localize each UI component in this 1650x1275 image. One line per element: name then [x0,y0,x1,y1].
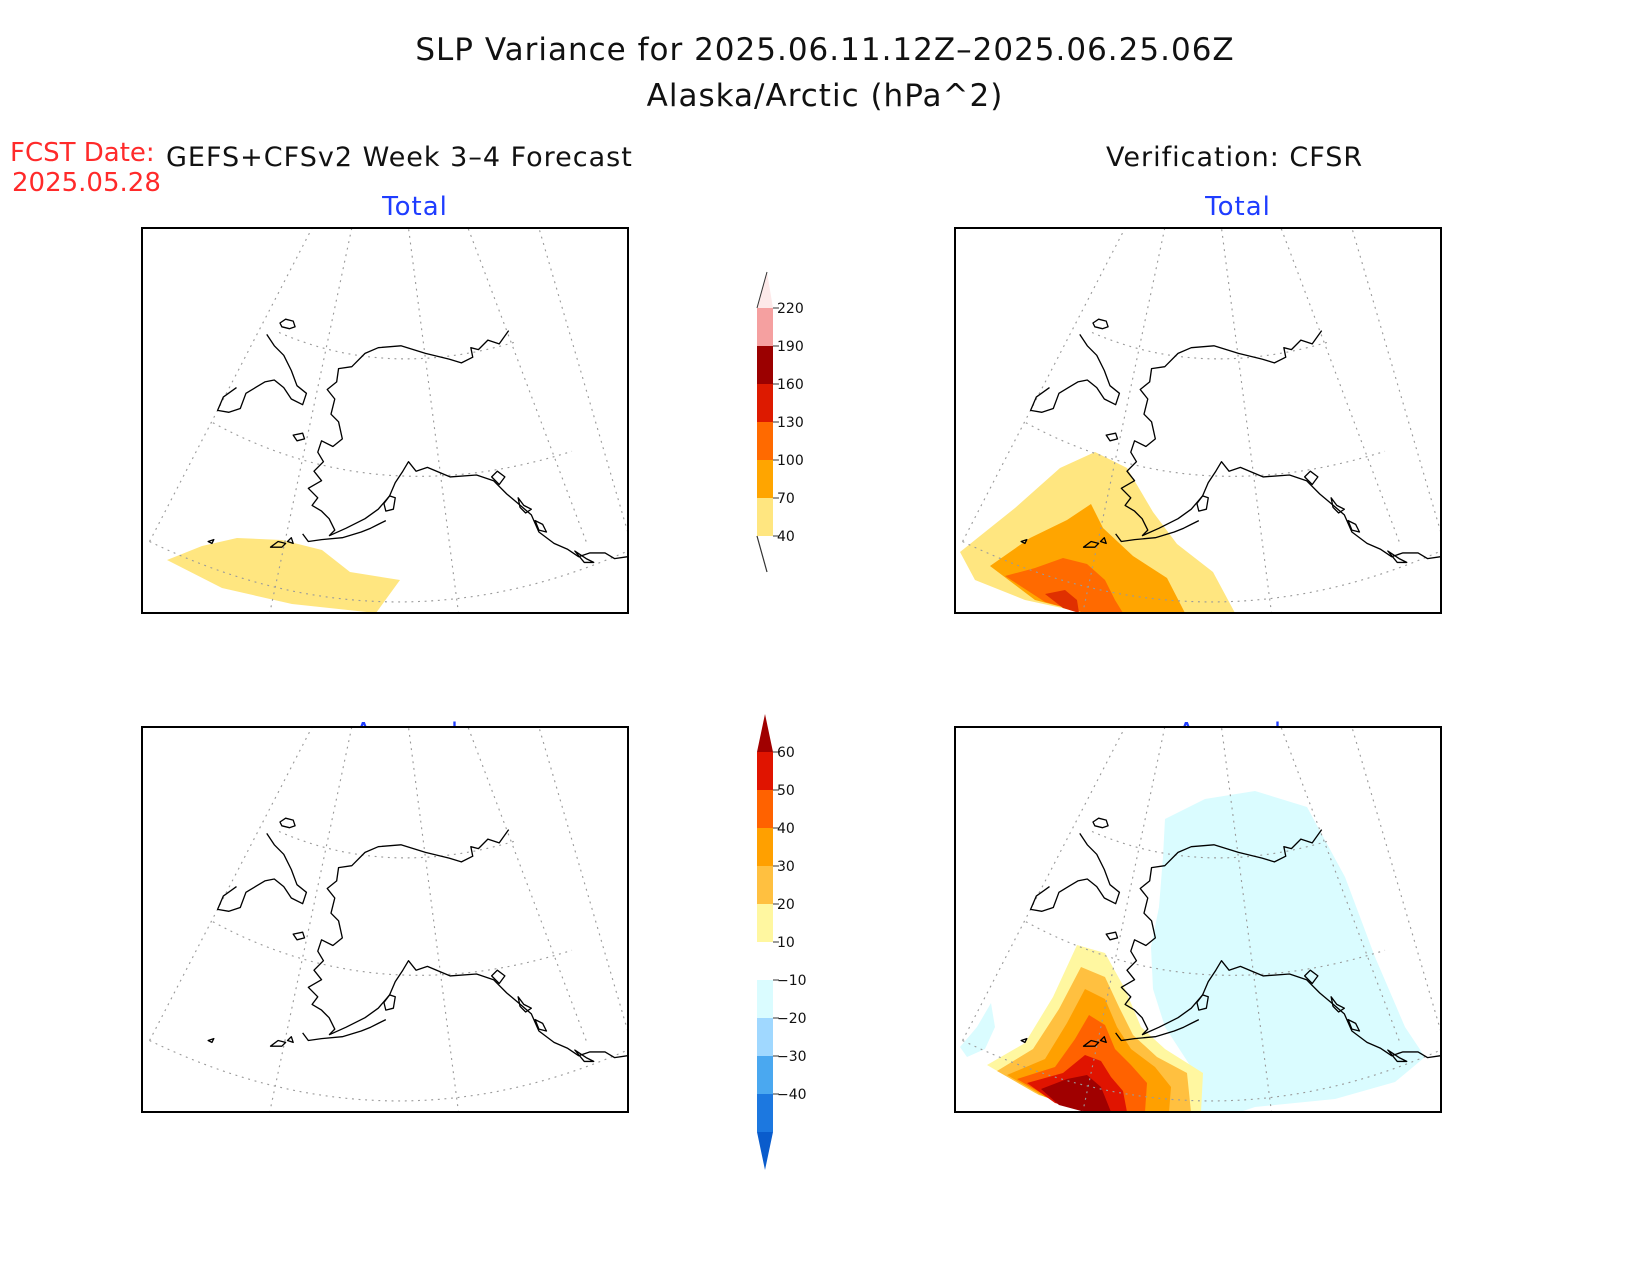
colorbar-total-label: 160 [777,377,804,393]
colorbar-anomaly: 60 50 40 30 20 10 −10 −20 −30 −40 [757,714,807,1170]
chart-title-line1: SLP Variance for 2025.06.11.12Z–2025.06.… [415,32,1235,68]
anomaly-verification-shading [960,791,1425,1112]
panel-title-total-verification: Total [1205,192,1271,222]
panel-frame [141,726,629,1113]
panel-frame [954,726,1442,1113]
total-verification-shading [960,452,1235,613]
colorbar-total-cap-top-edge [756,271,768,309]
colorbar-anomaly-band [757,904,773,942]
fcst-date-value: 2025.05.28 [12,168,161,198]
chart-title-line2: Alaska/Arctic (hPa^2) [646,78,1004,114]
colorbar-anomaly-label: 30 [777,859,795,875]
colorbar-anomaly-label: −10 [777,973,807,989]
colorbar-anomaly-cap-bottom [757,1132,773,1170]
colorbar-anomaly-band [757,942,773,980]
map-total-verification [954,227,1442,615]
colorbar-total-band [757,308,773,346]
colorbar-anomaly-band [757,1018,773,1056]
colorbar-total-band [757,422,773,460]
colorbar-total-band [757,384,773,422]
colorbar-total-label: 40 [777,529,795,545]
total-forecast-shading [167,538,400,613]
map-total-forecast [141,227,629,615]
colorbar-anomaly-label: −20 [777,1011,807,1027]
colorbar-anomaly-label: 20 [777,897,795,913]
verification-label: Verification: CFSR [1106,142,1364,173]
colorbar-anomaly-label: 60 [777,745,795,761]
colorbar-anomaly-label: −30 [777,1049,807,1065]
map-anomaly-verification [954,726,1442,1114]
panel-frame [954,227,1442,614]
map-anomaly-forecast [141,726,629,1114]
colorbar-anomaly-band [757,866,773,904]
forecast-model-label: GEFS+CFSv2 Week 3–4 Forecast [166,142,633,173]
colorbar-total-label: 220 [777,301,804,317]
colorbar-anomaly-band [757,828,773,866]
colorbar-total-label: 70 [777,491,795,507]
colorbar-anomaly-band [757,980,773,1018]
colorbar-anomaly-band [757,752,773,790]
panel-title-total-forecast: Total [382,192,448,222]
colorbar-anomaly-band [757,790,773,828]
colorbar-total-band [757,346,773,384]
colorbar-anomaly-label: 10 [777,935,795,951]
colorbar-anomaly-label: 50 [777,783,795,799]
colorbar-total-label: 100 [777,453,804,469]
colorbar-total-tail [756,535,768,573]
colorbar-anomaly-band [757,1094,773,1132]
colorbar-total: 220 190 160 130 100 70 40 [756,271,804,573]
colorbar-anomaly-cap-top [757,714,773,752]
colorbar-anomaly-label: −40 [777,1087,807,1103]
colorbar-total-band [757,498,773,536]
colorbar-total-band [757,460,773,498]
panel-frame [141,227,629,614]
fcst-date-label: FCST Date: [10,138,155,168]
colorbar-total-cap-top [757,272,773,308]
colorbar-anomaly-band [757,1056,773,1094]
colorbar-total-label: 190 [777,339,804,355]
colorbar-anomaly-label: 40 [777,821,795,837]
colorbar-total-label: 130 [777,415,804,431]
